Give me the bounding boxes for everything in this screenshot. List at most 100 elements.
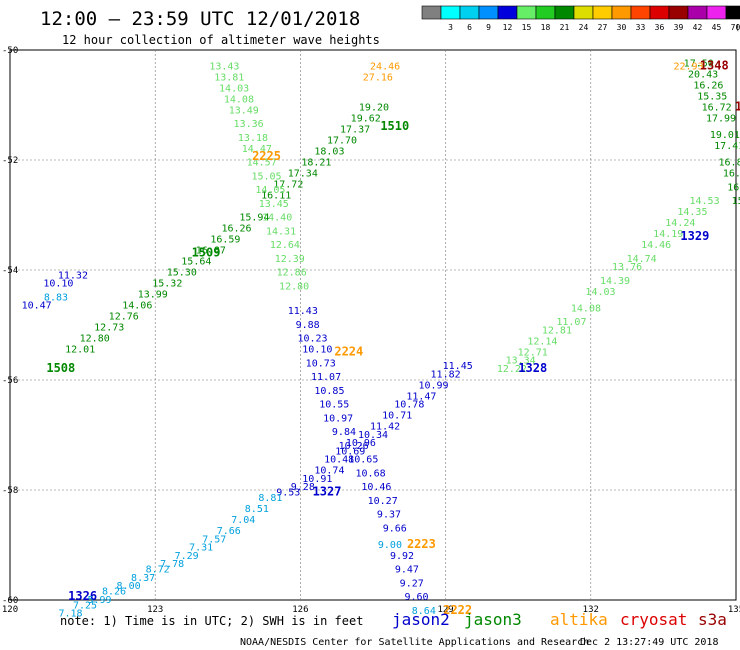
swh-value: 5.99 [87,595,111,606]
time-label: 134 [735,100,740,114]
swh-value: 16.26 [693,81,723,92]
time-label: 1327 [313,485,342,499]
x-tick-labels: 120 123 126 129 132 135 [2,605,740,615]
swh-value: 14.39 [600,276,630,287]
x-tick-label: 135 [728,605,740,615]
swh-value: 16.11 [261,191,291,202]
swh-value: 14.03 [219,83,249,94]
legend-swatch [630,5,651,20]
legend-bin-label: 9 [486,23,491,32]
time-label: 2224 [334,344,363,358]
swh-value: 14.24 [665,218,695,229]
swh-value: 9.28 [291,482,315,493]
swh-value: 10.46 [361,482,391,493]
swh-value: 19.20 [359,103,389,114]
swh-value: 10.97 [323,413,353,424]
swh-value: 7.25 [73,600,97,611]
swh-value: 12.22 [497,364,527,375]
swh-value: 10.34 [358,430,388,441]
swh-value: 15.05 [251,171,281,182]
swh-value: 12.76 [109,312,139,323]
swh-value: 9.66 [383,523,407,534]
legend-swatch [421,5,442,20]
swh-value: 11.43 [288,306,318,317]
swh-value: 15.85 [732,196,740,207]
legend-bin-label: 18 [541,23,551,32]
swh-value: 14.40 [262,213,292,224]
legend-bin-label: 70 [731,23,740,32]
swh-value: 17.72 [273,180,303,191]
swh-value: 9.37 [377,510,401,521]
swh-value: 14.31 [266,226,296,237]
legend-swatch [535,5,556,20]
legend-swatch [440,5,461,20]
legend-swatch [706,5,727,20]
satellite-jason2-label: jason2 [392,610,450,629]
footer-note: note: 1) Time is in UTC; 2) SWH is in fe… [60,614,363,628]
time-label: 1329 [680,229,709,243]
legend-swatch [516,5,537,20]
time-label: 1509 [192,245,221,259]
swh-value: 17.50 [684,59,714,70]
swh-value: 14.53 [689,196,719,207]
swh-value: 11.47 [406,391,436,402]
legend-swatch [687,5,708,20]
time-label: 1508 [46,361,75,375]
y-tick-label: -60 [2,596,18,606]
swh-value: 19.01 [710,130,740,141]
swh-value: 10.69 [335,446,365,457]
swh-value: 12.39 [275,254,305,265]
swh-value: 10.10 [302,345,332,356]
swh-value: 13.34 [506,356,536,367]
footer-timestamp: Dec 2 13:27:49 UTC 2018 [580,637,718,648]
swh-value: 16.26 [723,169,740,180]
legend-bin-label: 15 [522,23,532,32]
y-tick-labels: -50 -52 -54 -56 -58 -60 [2,46,18,606]
swh-value: 13.99 [138,290,168,301]
swh-value: 10.85 [314,386,344,397]
legend-bin-label: 12 [503,23,513,32]
swh-value: 16.98 [727,182,740,193]
swh-value: 13.43 [209,61,239,72]
swh-value: 18.03 [314,147,344,158]
swh-value: 8.26 [102,587,126,598]
swh-value: 13.76 [612,262,642,273]
satellite-jason3-label: jason3 [464,610,522,629]
swh-value: 8.00 [117,581,141,592]
swh-value: 8.37 [131,573,155,584]
swh-value: 10.68 [356,468,386,479]
legend-bin-label: 33 [636,23,646,32]
swh-value: 9.84 [332,427,356,438]
swh-value: 10.55 [319,400,349,411]
swh-value: 12.80 [279,281,309,292]
swh-value: 14.74 [627,254,657,265]
swh-value: 11.32 [58,270,88,281]
swh-value: 13.18 [238,133,268,144]
swh-value: 13.36 [234,119,264,130]
satellite-legend: jason2 jason3 altika cryosat s3a [392,610,727,629]
legend-swatch [649,5,670,20]
swh-value: 14.35 [677,207,707,218]
swh-value: 15.30 [167,268,197,279]
swh-value: 16.82 [719,158,740,169]
page-subtitle: 12 hour collection of altimeter wave hei… [62,33,380,47]
swh-value: 22.93 [674,61,704,72]
swh-value: 12.73 [94,323,124,334]
satellite-s3a-label: s3a [698,610,727,629]
swh-value: 16.59 [210,235,240,246]
legend-bin-label: 24 [579,23,589,32]
swh-value: 9.60 [405,592,429,603]
swh-value: 14.46 [641,240,671,251]
swh-value: 8.51 [245,504,269,515]
swh-value: 7.31 [189,543,213,554]
x-tick-label: 123 [147,605,163,615]
legend-swatch [459,5,480,20]
swh-value: 24.46 [370,61,400,72]
legend-swatch [554,5,575,20]
swh-value: 7.57 [202,534,226,545]
swh-value: 15.94 [239,213,269,224]
legend-bin-label: 27 [598,23,608,32]
swh-value: 11.82 [431,369,461,380]
